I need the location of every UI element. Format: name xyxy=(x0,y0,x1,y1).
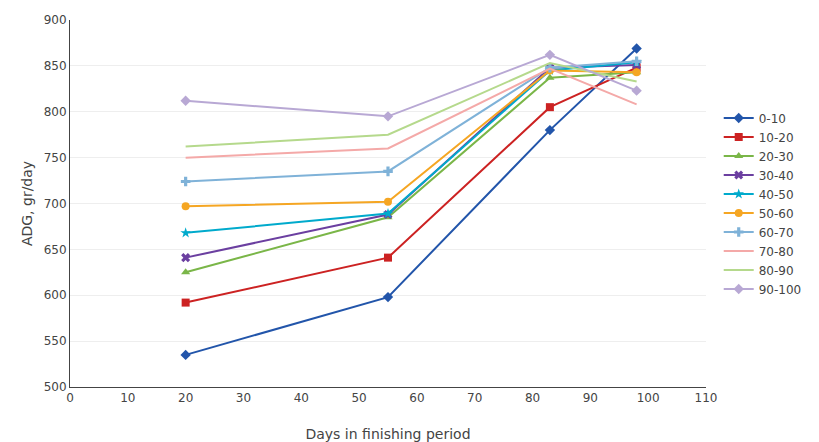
svg-text:30-40: 30-40 xyxy=(759,169,794,183)
svg-text:0: 0 xyxy=(66,391,74,405)
svg-text:90-100: 90-100 xyxy=(759,283,802,297)
svg-text:500: 500 xyxy=(44,380,67,394)
svg-text:900: 900 xyxy=(44,13,67,27)
svg-text:50-60: 50-60 xyxy=(759,207,794,221)
svg-text:60: 60 xyxy=(409,391,424,405)
svg-text:70: 70 xyxy=(467,391,482,405)
svg-text:60-70: 60-70 xyxy=(759,226,794,240)
svg-text:800: 800 xyxy=(44,105,67,119)
svg-text:0-10: 0-10 xyxy=(759,112,786,126)
svg-text:80: 80 xyxy=(525,391,540,405)
svg-text:550: 550 xyxy=(44,334,67,348)
svg-text:600: 600 xyxy=(44,288,67,302)
svg-text:750: 750 xyxy=(44,151,67,165)
svg-text:70-80: 70-80 xyxy=(759,245,794,259)
svg-text:110: 110 xyxy=(695,391,718,405)
svg-text:10-20: 10-20 xyxy=(759,131,794,145)
svg-text:10: 10 xyxy=(120,391,135,405)
svg-text:850: 850 xyxy=(44,59,67,73)
svg-text:20-30: 20-30 xyxy=(759,150,794,164)
svg-text:40-50: 40-50 xyxy=(759,188,794,202)
svg-text:Days in finishing period: Days in finishing period xyxy=(305,426,470,442)
svg-text:100: 100 xyxy=(637,391,660,405)
svg-text:700: 700 xyxy=(44,197,67,211)
svg-text:30: 30 xyxy=(236,391,251,405)
svg-text:650: 650 xyxy=(44,243,67,257)
svg-text:80-90: 80-90 xyxy=(759,264,794,278)
svg-text:40: 40 xyxy=(294,391,309,405)
svg-text:20: 20 xyxy=(178,391,193,405)
svg-text:50: 50 xyxy=(351,391,366,405)
svg-text:90: 90 xyxy=(583,391,598,405)
svg-text:ADG, gr/day: ADG, gr/day xyxy=(19,161,35,246)
